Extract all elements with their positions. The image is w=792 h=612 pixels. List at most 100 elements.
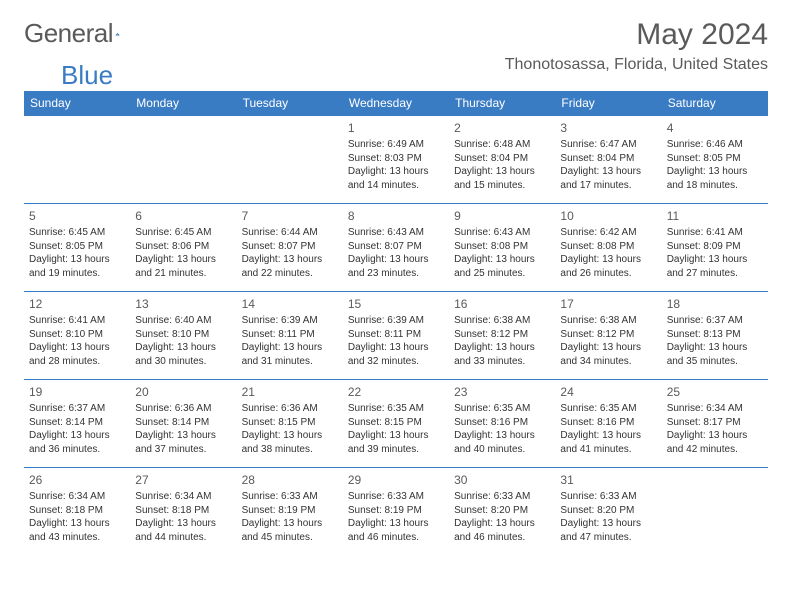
day-number: 11: [667, 208, 763, 224]
day-number: 16: [454, 296, 550, 312]
calendar-day-cell: 6 Sunrise: 6:45 AMSunset: 8:06 PMDaylight…: [130, 204, 236, 292]
calendar-day-cell: 24 Sunrise: 6:35 AMSunset: 8:16 PMDayligh…: [555, 380, 661, 468]
day-info: Sunrise: 6:43 AMSunset: 8:08 PMDaylight:…: [454, 226, 550, 280]
calendar-day-cell: 20 Sunrise: 6:36 AMSunset: 8:14 PMDayligh…: [130, 380, 236, 468]
day-info: Sunrise: 6:43 AMSunset: 8:07 PMDaylight:…: [348, 226, 444, 280]
day-header: Monday: [130, 91, 236, 116]
day-info: Sunrise: 6:34 AMSunset: 8:18 PMDaylight:…: [29, 490, 125, 544]
day-number: 5: [29, 208, 125, 224]
calendar-table: SundayMondayTuesdayWednesdayThursdayFrid…: [24, 91, 768, 556]
day-number: 19: [29, 384, 125, 400]
day-info: Sunrise: 6:35 AMSunset: 8:16 PMDaylight:…: [454, 402, 550, 456]
calendar-day-cell: 13Sunrise: 6:40 AMSunset: 8:10 PMDayligh…: [130, 292, 236, 380]
day-number: 8: [348, 208, 444, 224]
calendar-day-cell: 27Sunrise: 6:34 AMSunset: 8:18 PMDayligh…: [130, 468, 236, 556]
day-info: Sunrise: 6:48 AMSunset: 8:04 PMDaylight:…: [454, 138, 550, 192]
day-header: Thursday: [449, 91, 555, 116]
day-number: 24: [560, 384, 656, 400]
calendar-day-cell: 18Sunrise: 6:37 AMSunset: 8:13 PMDayligh…: [662, 292, 768, 380]
calendar-day-cell: 15Sunrise: 6:39 AMSunset: 8:11 PMDayligh…: [343, 292, 449, 380]
day-info: Sunrise: 6:49 AMSunset: 8:03 PMDaylight:…: [348, 138, 444, 192]
calendar-empty-cell: [662, 468, 768, 556]
day-number: 20: [135, 384, 231, 400]
calendar-day-cell: 19 Sunrise: 6:37 AMSunset: 8:14 PMDayligh…: [24, 380, 130, 468]
day-number: 28: [242, 472, 338, 488]
calendar-day-cell: 30 Sunrise: 6:33 AMSunset: 8:20 PMDayligh…: [449, 468, 555, 556]
brand-part1: General: [24, 18, 113, 49]
day-info: Sunrise: 6:46 AMSunset: 8:05 PMDaylight:…: [667, 138, 763, 192]
day-info: Sunrise: 6:38 AMSunset: 8:12 PMDaylight:…: [560, 314, 656, 368]
day-info: Sunrise: 6:47 AMSunset: 8:04 PMDaylight:…: [560, 138, 656, 192]
calendar-day-cell: 29 Sunrise: 6:33 AMSunset: 8:19 PMDayligh…: [343, 468, 449, 556]
day-info: Sunrise: 6:33 AMSunset: 8:20 PMDaylight:…: [454, 490, 550, 544]
day-info: Sunrise: 6:44 AMSunset: 8:07 PMDaylight:…: [242, 226, 338, 280]
day-info: Sunrise: 6:45 AMSunset: 8:05 PMDaylight:…: [29, 226, 125, 280]
day-number: 15: [348, 296, 444, 312]
calendar-week-row: 1Sunrise: 6:49 AMSunset: 8:03 PMDaylight…: [24, 116, 768, 204]
day-info: Sunrise: 6:41 AMSunset: 8:10 PMDaylight:…: [29, 314, 125, 368]
calendar-week-row: 26Sunrise: 6:34 AMSunset: 8:18 PMDayligh…: [24, 468, 768, 556]
day-info: Sunrise: 6:37 AMSunset: 8:13 PMDaylight:…: [667, 314, 763, 368]
calendar-day-cell: 26Sunrise: 6:34 AMSunset: 8:18 PMDayligh…: [24, 468, 130, 556]
day-number: 22: [348, 384, 444, 400]
calendar-week-row: 19 Sunrise: 6:37 AMSunset: 8:14 PMDayligh…: [24, 380, 768, 468]
day-info: Sunrise: 6:35 AMSunset: 8:16 PMDaylight:…: [560, 402, 656, 456]
day-number: 7: [242, 208, 338, 224]
month-year-title: May 2024: [505, 18, 768, 52]
day-number: 12: [29, 296, 125, 312]
day-number: 17: [560, 296, 656, 312]
calendar-day-cell: 4 Sunrise: 6:46 AMSunset: 8:05 PMDaylight…: [662, 116, 768, 204]
calendar-day-cell: 11 Sunrise: 6:41 AMSunset: 8:09 PMDayligh…: [662, 204, 768, 292]
calendar-day-cell: 2 Sunrise: 6:48 AMSunset: 8:04 PMDaylight…: [449, 116, 555, 204]
calendar-empty-cell: [24, 116, 130, 204]
day-number: 31: [560, 472, 656, 488]
calendar-day-cell: 8 Sunrise: 6:43 AMSunset: 8:07 PMDaylight…: [343, 204, 449, 292]
day-number: 25: [667, 384, 763, 400]
calendar-day-cell: 9 Sunrise: 6:43 AMSunset: 8:08 PMDaylight…: [449, 204, 555, 292]
day-header: Friday: [555, 91, 661, 116]
calendar-day-cell: 28 Sunrise: 6:33 AMSunset: 8:19 PMDayligh…: [237, 468, 343, 556]
calendar-day-cell: 1Sunrise: 6:49 AMSunset: 8:03 PMDaylight…: [343, 116, 449, 204]
brand-part2: Blue: [61, 60, 792, 91]
day-header: Tuesday: [237, 91, 343, 116]
calendar-day-cell: 16Sunrise: 6:38 AMSunset: 8:12 PMDayligh…: [449, 292, 555, 380]
day-info: Sunrise: 6:35 AMSunset: 8:15 PMDaylight:…: [348, 402, 444, 456]
calendar-day-cell: 3Sunrise: 6:47 AMSunset: 8:04 PMDaylight…: [555, 116, 661, 204]
calendar-week-row: 12 Sunrise: 6:41 AMSunset: 8:10 PMDayligh…: [24, 292, 768, 380]
day-info: Sunrise: 6:33 AMSunset: 8:19 PMDaylight:…: [242, 490, 338, 544]
calendar-empty-cell: [130, 116, 236, 204]
day-number: 4: [667, 120, 763, 136]
day-number: 6: [135, 208, 231, 224]
day-header-row: SundayMondayTuesdayWednesdayThursdayFrid…: [24, 91, 768, 116]
day-number: 14: [242, 296, 338, 312]
day-header: Saturday: [662, 91, 768, 116]
calendar-day-cell: 21Sunrise: 6:36 AMSunset: 8:15 PMDayligh…: [237, 380, 343, 468]
calendar-day-cell: 12 Sunrise: 6:41 AMSunset: 8:10 PMDayligh…: [24, 292, 130, 380]
day-number: 9: [454, 208, 550, 224]
day-header: Sunday: [24, 91, 130, 116]
day-info: Sunrise: 6:37 AMSunset: 8:14 PMDaylight:…: [29, 402, 125, 456]
calendar-day-cell: 23 Sunrise: 6:35 AMSunset: 8:16 PMDayligh…: [449, 380, 555, 468]
day-info: Sunrise: 6:45 AMSunset: 8:06 PMDaylight:…: [135, 226, 231, 280]
day-number: 2: [454, 120, 550, 136]
day-info: Sunrise: 6:33 AMSunset: 8:19 PMDaylight:…: [348, 490, 444, 544]
day-info: Sunrise: 6:39 AMSunset: 8:11 PMDaylight:…: [242, 314, 338, 368]
day-number: 10: [560, 208, 656, 224]
day-number: 23: [454, 384, 550, 400]
brand-logo: General: [24, 18, 143, 49]
calendar-day-cell: 31 Sunrise: 6:33 AMSunset: 8:20 PMDayligh…: [555, 468, 661, 556]
day-number: 30: [454, 472, 550, 488]
calendar-day-cell: 25 Sunrise: 6:34 AMSunset: 8:17 PMDayligh…: [662, 380, 768, 468]
calendar-day-cell: 5 Sunrise: 6:45 AMSunset: 8:05 PMDaylight…: [24, 204, 130, 292]
calendar-day-cell: 17 Sunrise: 6:38 AMSunset: 8:12 PMDayligh…: [555, 292, 661, 380]
calendar-empty-cell: [237, 116, 343, 204]
day-info: Sunrise: 6:36 AMSunset: 8:14 PMDaylight:…: [135, 402, 231, 456]
day-info: Sunrise: 6:34 AMSunset: 8:18 PMDaylight:…: [135, 490, 231, 544]
calendar-day-cell: 7 Sunrise: 6:44 AMSunset: 8:07 PMDaylight…: [237, 204, 343, 292]
day-number: 29: [348, 472, 444, 488]
calendar-day-cell: 22 Sunrise: 6:35 AMSunset: 8:15 PMDayligh…: [343, 380, 449, 468]
day-info: Sunrise: 6:41 AMSunset: 8:09 PMDaylight:…: [667, 226, 763, 280]
day-info: Sunrise: 6:33 AMSunset: 8:20 PMDaylight:…: [560, 490, 656, 544]
day-info: Sunrise: 6:34 AMSunset: 8:17 PMDaylight:…: [667, 402, 763, 456]
logo-sail-icon: [115, 24, 120, 44]
